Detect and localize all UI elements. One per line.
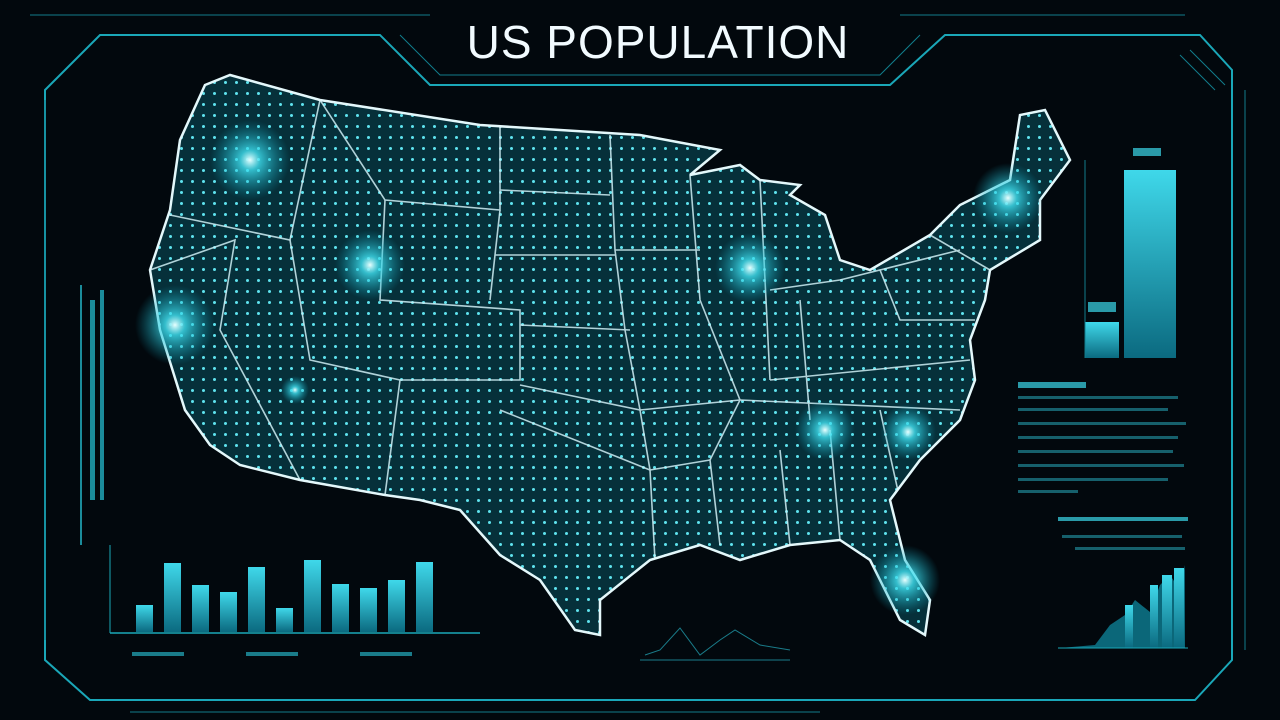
city-glows xyxy=(135,120,1043,615)
title: US POPULATION xyxy=(467,16,850,68)
decorative-line-chart xyxy=(640,627,791,661)
decorative-right-bars xyxy=(1084,148,1176,358)
decorative-side-text xyxy=(80,285,104,545)
us-map xyxy=(135,73,1072,638)
decorative-text-lines xyxy=(1018,382,1188,550)
decorative-area-chart xyxy=(1058,565,1188,649)
decorative-bar-chart xyxy=(109,545,480,656)
hud-frame xyxy=(30,14,1246,713)
